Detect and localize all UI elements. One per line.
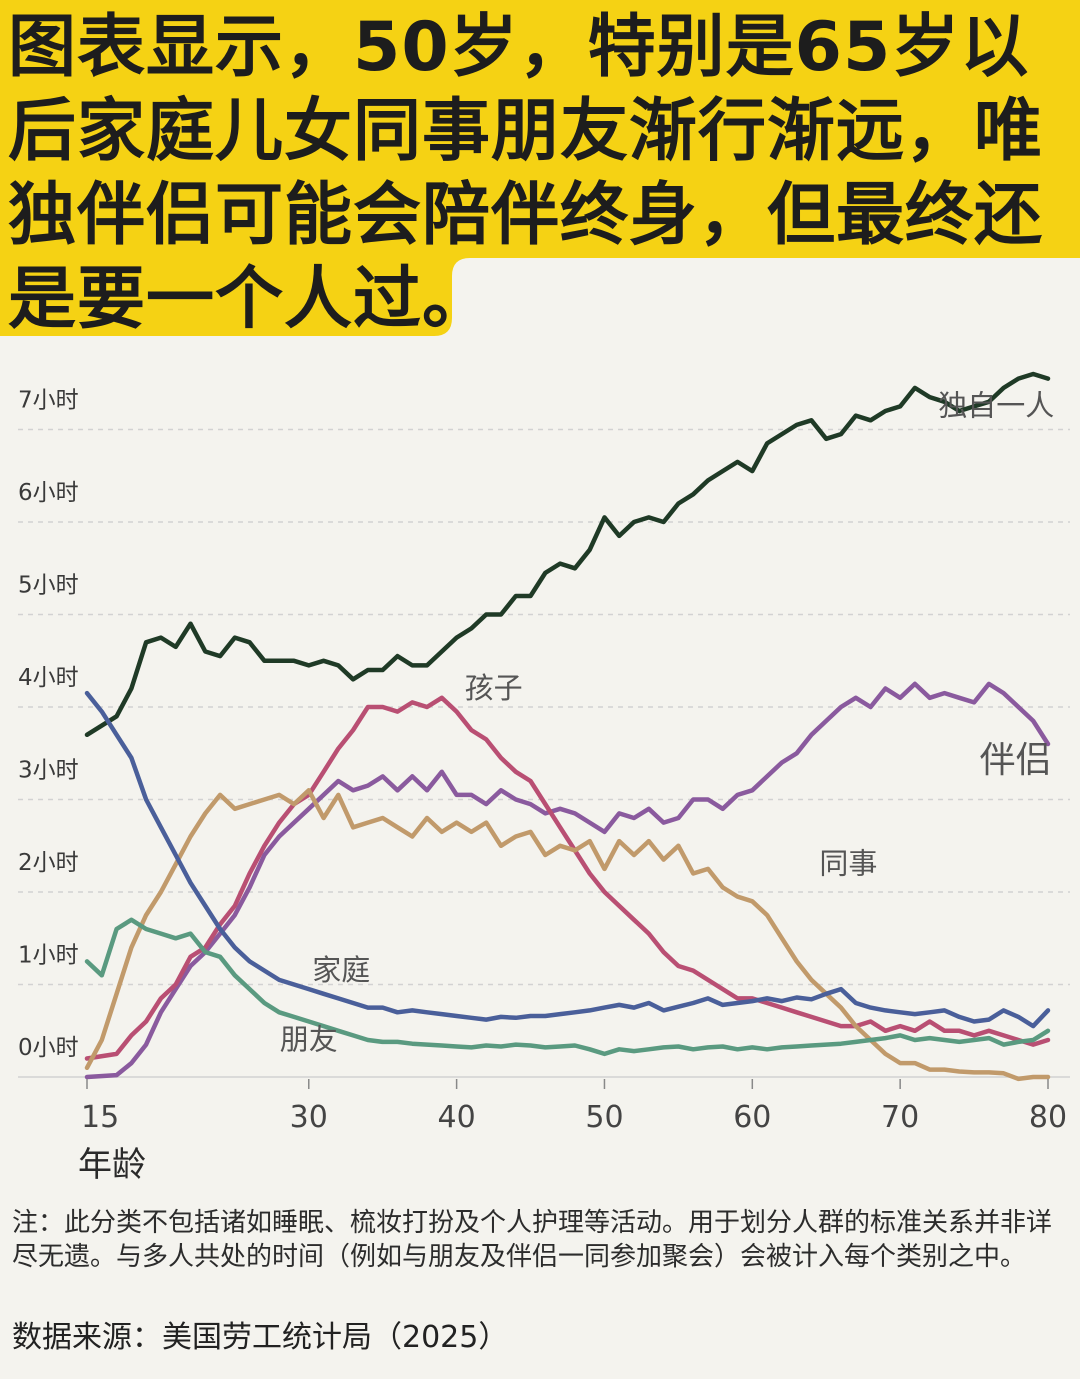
series-line <box>84 788 1051 1082</box>
series-line <box>84 917 1051 1057</box>
x-tick-label: 40 <box>438 1100 476 1135</box>
series-label: 孩子 <box>465 671 523 705</box>
source-note: 数据来源：美国劳工统计局（2025） <box>12 1320 509 1355</box>
headline-text: 图表显示，50岁，特别是65岁以后家庭儿女同事朋友渐行渐远，唯独伴侣可能会陪伴终… <box>8 8 1044 339</box>
series-line <box>84 371 1051 738</box>
series-label: 朋友 <box>280 1022 338 1056</box>
series-label: 独自一人 <box>938 389 1054 423</box>
series-label: 家庭 <box>312 953 370 987</box>
x-tick-label: 80 <box>1029 1100 1067 1135</box>
y-tick-label: 2小时 <box>18 850 79 876</box>
x-axis-title: 年龄 <box>78 1145 146 1185</box>
y-tick-label: 1小时 <box>18 943 79 969</box>
gridlines <box>18 428 1070 1078</box>
series-lines <box>84 371 1051 1082</box>
series-line <box>84 690 1051 1029</box>
y-tick-label: 3小时 <box>18 758 79 784</box>
y-tick-label: 5小时 <box>18 573 79 599</box>
x-axis-ticks: 15 30 40 50 60 70 80 <box>81 1079 1067 1135</box>
headline-highlight <box>0 0 1080 336</box>
y-tick-label: 0小时 <box>18 1035 79 1061</box>
y-tick-label: 4小时 <box>18 665 79 691</box>
x-tick-label: 15 <box>81 1100 119 1135</box>
headline-banner: 图表显示，50岁，特别是65岁以后家庭儿女同事朋友渐行渐远，唯独伴侣可能会陪伴终… <box>0 0 1080 340</box>
series-label: 伴侣 <box>979 740 1051 781</box>
y-tick-label: 7小时 <box>18 388 79 414</box>
series-label: 同事 <box>819 847 877 881</box>
series-line <box>84 681 1051 1080</box>
footnote: 注：此分类不包括诸如睡眠、梳妆打扮及个人护理等活动。用于划分人群的标准关系并非详… <box>12 1208 1053 1272</box>
x-tick-label: 50 <box>585 1100 623 1135</box>
series-line <box>84 695 1051 1061</box>
y-axis-ticks: 0小时 1小时 2小时 3小时 4小时 5小时 6小时 7小时 <box>18 388 79 1062</box>
x-tick-label: 70 <box>881 1100 919 1135</box>
x-tick-label: 30 <box>290 1100 328 1135</box>
line-chart: 0小时 1小时 2小时 3小时 4小时 5小时 6小时 7小时 15 30 40 50 60 70 80 … <box>0 340 1080 1200</box>
y-tick-label: 6小时 <box>18 480 79 506</box>
x-tick-label: 60 <box>733 1100 771 1135</box>
